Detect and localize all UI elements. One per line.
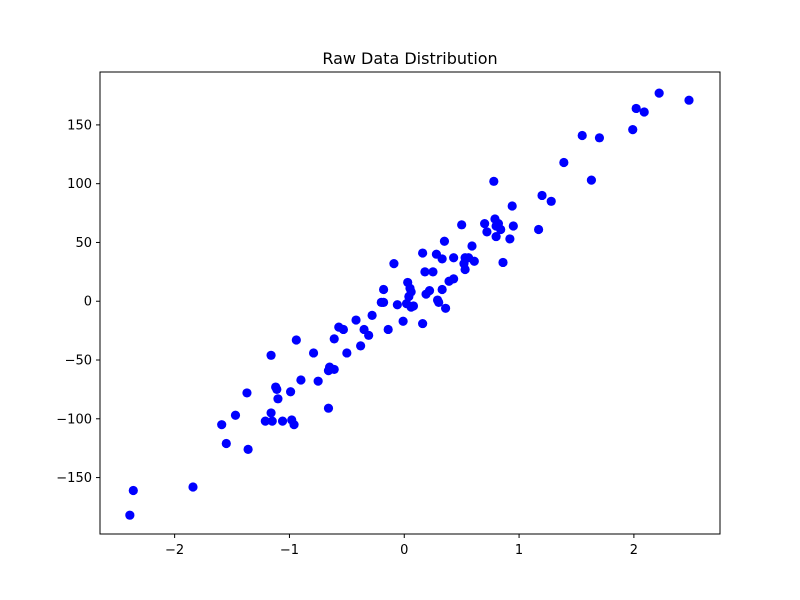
data-point — [323, 403, 334, 413]
data-point — [577, 130, 587, 141]
data-point — [367, 310, 377, 320]
data-point — [586, 175, 597, 185]
data-point — [420, 267, 430, 277]
data-point — [267, 416, 277, 426]
data-point — [285, 387, 296, 397]
data-point — [428, 267, 438, 277]
data-point — [364, 330, 374, 340]
data-point — [291, 335, 301, 345]
data-point — [449, 253, 459, 263]
data-point — [437, 254, 447, 264]
data-point — [440, 303, 451, 313]
chart-title: Raw Data Distribution — [322, 49, 497, 68]
data-point — [408, 301, 419, 311]
data-point — [356, 341, 366, 351]
data-point — [533, 224, 544, 235]
data-point — [260, 416, 270, 426]
data-point — [457, 220, 467, 230]
y-axis: −150 −100 −50 0 50 100 150 — [56, 118, 100, 486]
data-point — [537, 190, 547, 201]
data-point — [469, 256, 479, 266]
data-point — [342, 348, 352, 358]
x-tick-label: 2 — [630, 543, 638, 558]
data-point — [439, 236, 450, 246]
data-point — [496, 224, 506, 235]
data-point — [217, 420, 227, 430]
data-point — [505, 234, 515, 244]
data-point — [639, 107, 649, 117]
data-point — [631, 103, 641, 114]
data-point — [398, 316, 408, 326]
data-point — [418, 318, 428, 329]
data-point — [491, 231, 501, 242]
data-point — [392, 300, 402, 310]
data-point — [508, 221, 518, 231]
data-point — [418, 248, 428, 258]
y-tick-label: 150 — [67, 118, 92, 133]
data-point — [546, 196, 556, 206]
data-point — [378, 297, 389, 308]
data-point — [594, 133, 605, 143]
data-point — [406, 287, 416, 297]
data-point — [424, 286, 435, 296]
data-point — [296, 375, 306, 385]
data-point — [437, 284, 447, 295]
data-point — [277, 416, 288, 426]
data-point — [389, 259, 399, 269]
data-point — [684, 95, 694, 105]
data-point — [308, 348, 319, 358]
data-points — [125, 88, 694, 520]
data-point — [351, 315, 361, 325]
data-point — [489, 176, 499, 186]
data-point — [273, 394, 283, 404]
data-point — [338, 324, 349, 335]
x-tick-label: −1 — [280, 543, 299, 558]
data-point — [449, 274, 459, 284]
y-tick-label: −50 — [65, 354, 92, 369]
data-point — [313, 376, 323, 386]
data-point — [125, 510, 135, 520]
x-tick-label: 0 — [400, 543, 408, 558]
data-point — [467, 241, 477, 251]
data-point — [378, 284, 389, 295]
data-point — [289, 420, 299, 430]
x-tick-label: −2 — [165, 543, 184, 558]
plot-frame — [99, 71, 721, 535]
x-axis: −2 −1 0 1 2 — [165, 534, 638, 558]
data-point — [329, 334, 339, 344]
data-point — [329, 364, 339, 375]
y-tick-label: 0 — [84, 295, 92, 310]
data-point — [188, 482, 198, 492]
data-point — [266, 350, 276, 360]
data-point — [434, 297, 444, 308]
data-point — [628, 125, 638, 135]
data-point — [272, 384, 282, 394]
data-point — [482, 227, 492, 237]
data-point — [243, 444, 253, 454]
data-point — [507, 201, 517, 211]
data-point — [559, 157, 569, 168]
x-tick-label: 1 — [515, 543, 523, 558]
data-point — [242, 388, 252, 398]
y-tick-label: 100 — [67, 177, 92, 192]
data-point — [654, 88, 664, 98]
data-point — [230, 410, 241, 420]
y-tick-label: 50 — [75, 236, 92, 251]
data-point — [498, 257, 508, 268]
data-point — [221, 438, 231, 449]
data-point — [266, 408, 276, 418]
data-point — [460, 264, 470, 275]
y-tick-label: −100 — [56, 412, 92, 427]
data-point — [128, 485, 138, 496]
y-tick-label: −150 — [56, 471, 92, 486]
data-point — [480, 219, 490, 229]
data-point — [383, 324, 393, 335]
